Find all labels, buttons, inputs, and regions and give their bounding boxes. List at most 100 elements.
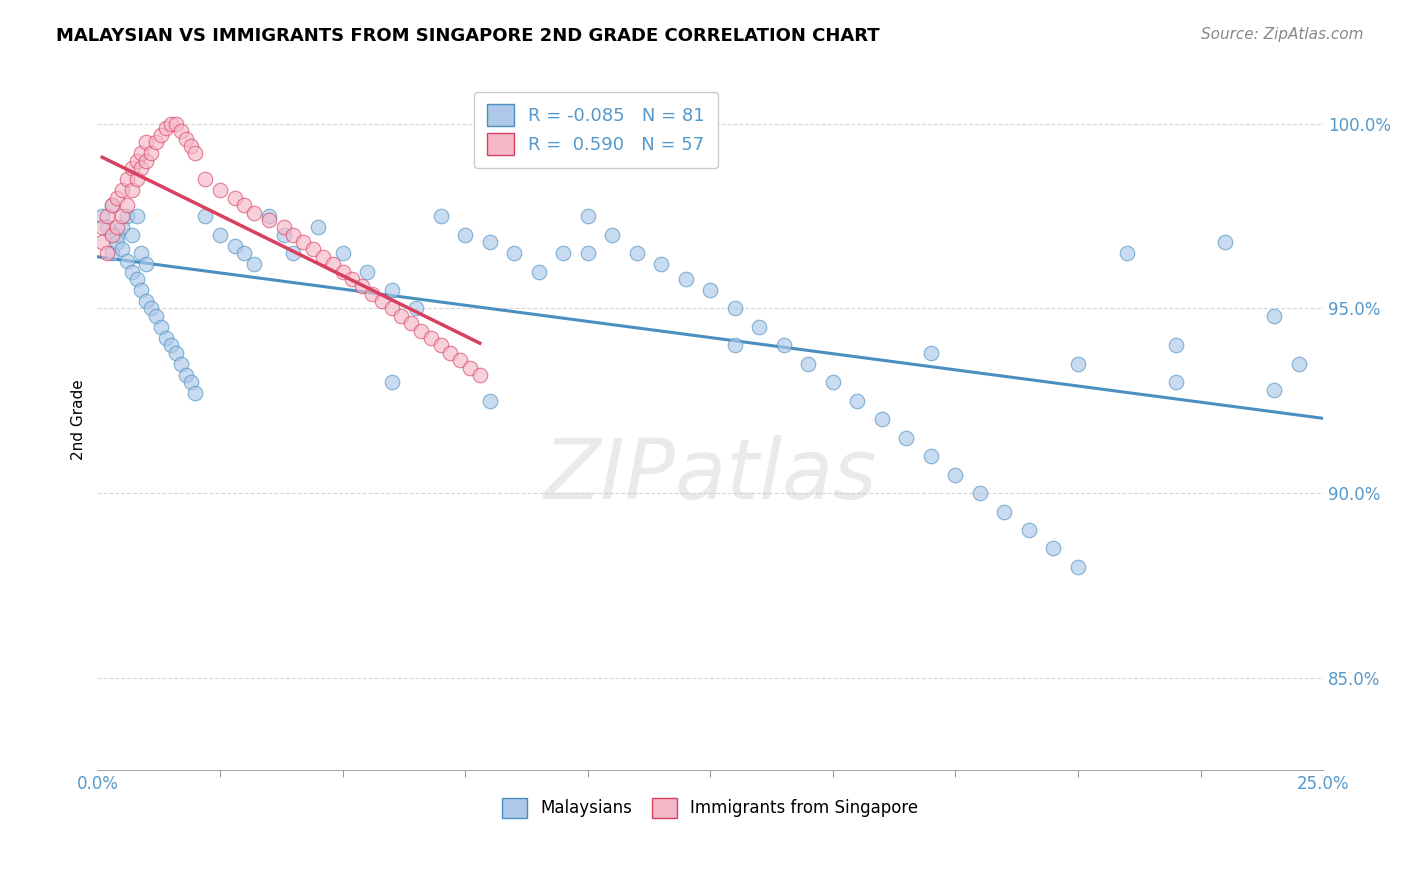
Point: [399, 316, 422, 330]
Point: [553, 246, 575, 260]
Point: [121, 183, 143, 197]
Point: [101, 198, 124, 212]
Point: [150, 320, 173, 334]
Point: [257, 213, 280, 227]
Point: [194, 172, 217, 186]
Point: [380, 301, 402, 316]
Point: [101, 227, 124, 242]
Point: [160, 338, 183, 352]
Point: [322, 257, 344, 271]
Point: [131, 146, 153, 161]
Point: [105, 227, 128, 242]
Point: [945, 467, 967, 482]
Point: [174, 368, 197, 382]
Point: [576, 209, 599, 223]
Point: [115, 209, 138, 223]
Point: [125, 172, 148, 186]
Point: [135, 257, 157, 271]
Point: [91, 235, 114, 249]
Point: [302, 243, 325, 257]
Point: [312, 250, 335, 264]
Point: [1042, 541, 1064, 556]
Point: [165, 117, 187, 131]
Point: [111, 243, 134, 257]
Point: [96, 220, 118, 235]
Point: [131, 161, 153, 176]
Point: [160, 117, 183, 131]
Point: [135, 294, 157, 309]
Point: [478, 235, 501, 249]
Point: [454, 227, 477, 242]
Point: [224, 191, 246, 205]
Point: [846, 393, 869, 408]
Point: [121, 227, 143, 242]
Point: [101, 246, 124, 260]
Point: [797, 357, 820, 371]
Point: [527, 264, 550, 278]
Point: [125, 272, 148, 286]
Point: [121, 161, 143, 176]
Point: [389, 309, 412, 323]
Point: [724, 338, 747, 352]
Point: [131, 246, 153, 260]
Point: [405, 301, 427, 316]
Point: [96, 246, 118, 260]
Point: [772, 338, 794, 352]
Point: [1018, 523, 1040, 537]
Point: [356, 264, 378, 278]
Point: [1213, 235, 1236, 249]
Point: [243, 205, 266, 219]
Point: [208, 227, 231, 242]
Point: [141, 301, 163, 316]
Point: [194, 209, 217, 223]
Point: [409, 324, 432, 338]
Point: [1164, 376, 1187, 390]
Point: [243, 257, 266, 271]
Point: [821, 376, 844, 390]
Point: [105, 220, 128, 235]
Point: [135, 136, 157, 150]
Point: [135, 153, 157, 168]
Point: [184, 386, 207, 401]
Point: [920, 449, 942, 463]
Point: [1067, 357, 1090, 371]
Point: [115, 198, 138, 212]
Point: [105, 235, 128, 249]
Point: [458, 360, 481, 375]
Point: [576, 246, 599, 260]
Legend: Malaysians, Immigrants from Singapore: Malaysians, Immigrants from Singapore: [495, 791, 925, 825]
Point: [503, 246, 526, 260]
Point: [233, 198, 256, 212]
Point: [969, 486, 991, 500]
Point: [115, 172, 138, 186]
Point: [141, 146, 163, 161]
Point: [993, 504, 1015, 518]
Point: [91, 209, 114, 223]
Point: [111, 209, 134, 223]
Point: [748, 320, 770, 334]
Point: [380, 283, 402, 297]
Point: [429, 209, 451, 223]
Point: [224, 238, 246, 252]
Point: [208, 183, 231, 197]
Point: [150, 128, 173, 142]
Point: [101, 198, 124, 212]
Point: [257, 209, 280, 223]
Point: [468, 368, 491, 382]
Point: [1164, 338, 1187, 352]
Point: [600, 227, 623, 242]
Point: [292, 235, 315, 249]
Point: [342, 272, 364, 286]
Point: [179, 376, 201, 390]
Point: [1263, 383, 1285, 397]
Point: [1116, 246, 1139, 260]
Point: [449, 353, 471, 368]
Point: [896, 431, 918, 445]
Point: [165, 346, 187, 360]
Point: [283, 246, 305, 260]
Point: [478, 393, 501, 408]
Point: [155, 331, 177, 345]
Text: MALAYSIAN VS IMMIGRANTS FROM SINGAPORE 2ND GRADE CORRELATION CHART: MALAYSIAN VS IMMIGRANTS FROM SINGAPORE 2…: [56, 27, 880, 45]
Point: [233, 246, 256, 260]
Point: [273, 220, 295, 235]
